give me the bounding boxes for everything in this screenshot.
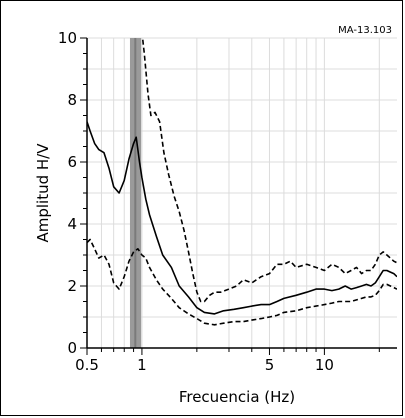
y-axis-label: Amplitud H/V: [34, 143, 52, 243]
peak-frequency-band: [129, 38, 142, 348]
y-tick-label: 10: [58, 29, 77, 47]
x-tick-label: 10: [315, 356, 334, 374]
y-tick-label: 6: [67, 153, 77, 171]
y-tick-label: 8: [67, 91, 77, 109]
y-tick-label: 4: [67, 215, 77, 233]
axes: 0.5 1 5 10 0 2 4 6 8 10: [58, 29, 397, 374]
lower-std-curve: [87, 238, 397, 326]
y-tick-label: 0: [67, 339, 77, 357]
x-tick-label: 0.5: [75, 356, 99, 374]
x-tick-label: 1: [137, 356, 147, 374]
mean-hv-curve: [87, 121, 397, 315]
y-tick-label: 2: [67, 277, 77, 295]
upper-std-curve: [141, 38, 397, 303]
series-group: [87, 38, 397, 326]
x-axis-label: Frecuencia (Hz): [179, 388, 295, 406]
station-label: MA-13.103: [338, 25, 392, 36]
x-tick-label: 5: [265, 356, 275, 374]
